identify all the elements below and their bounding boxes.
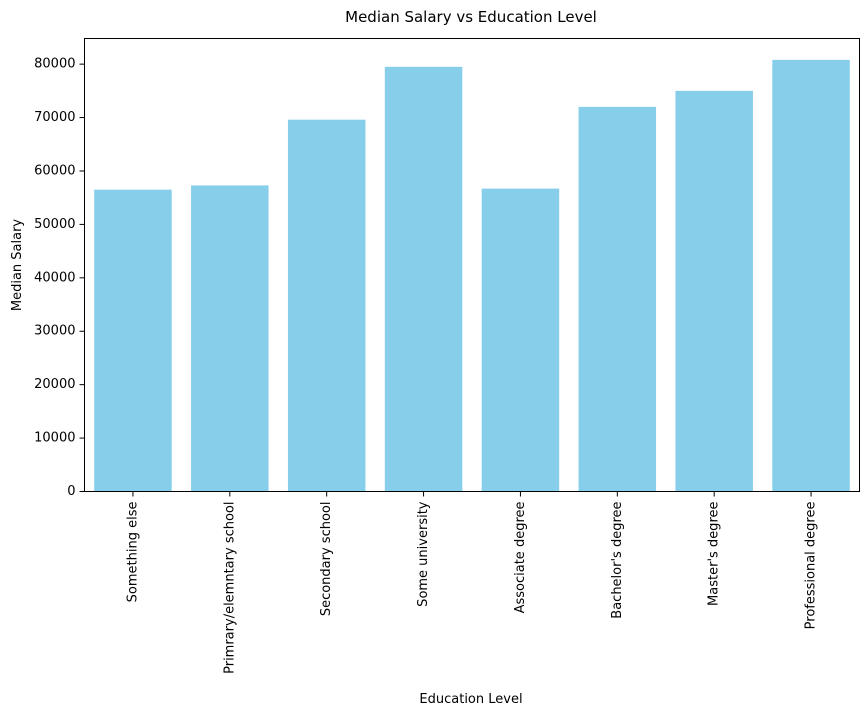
x-tick-label-6: Master's degree [707,502,722,606]
bar-5 [578,106,657,492]
chart-title: Median Salary vs Education Level [345,8,597,26]
x-axis-ticks: Something else Primrary/elemntary school S… [125,491,819,674]
y-tick-label-6: 60000 [34,163,75,178]
y-tick-label-7: 70000 [34,110,75,125]
x-axis-label: Education Level [419,692,522,707]
bar-1 [191,185,269,492]
y-axis-ticks: 0 10000 20000 30000 40000 50000 60000 70000 8000… [34,57,85,499]
plot-frame [84,38,860,492]
y-tick-label-4: 40000 [34,270,75,285]
y-tick-label-0: 0 [67,484,75,499]
x-tick-label-5: Bachelor's degree [610,502,625,619]
bar-3 [384,66,463,492]
y-tick-label-2: 20000 [34,377,75,392]
x-tick-label-7: Professional degree [804,502,819,630]
x-tick-label-2: Secondary school [319,502,334,617]
y-tick-label-5: 50000 [34,217,75,232]
bar-2 [287,119,366,492]
bars [94,59,850,492]
y-axis-label: Median Salary [10,219,25,312]
x-tick-label-1: Primrary/elemntary school [222,502,237,674]
y-tick-label-3: 30000 [34,324,75,339]
y-tick-label-8: 80000 [34,57,75,72]
x-tick-label-0: Something else [125,502,140,603]
x-tick-label-4: Associate degree [513,502,528,614]
y-tick-label-1: 10000 [34,431,75,446]
bar-0 [94,189,172,492]
bar-6 [675,90,753,492]
x-tick-label-3: Some university [416,501,431,607]
bar-7 [772,59,850,492]
bar-4 [481,188,560,492]
